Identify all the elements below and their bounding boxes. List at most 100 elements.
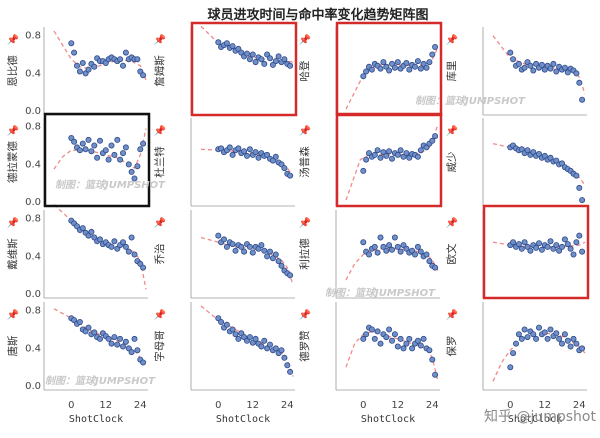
panel-1: 詹姆斯 📌: [153, 25, 295, 116]
data-point: [261, 60, 268, 67]
panel-6: 汤普森 📌: [298, 118, 440, 207]
data-point: [137, 146, 144, 153]
data-point: [275, 53, 282, 60]
x-axis-label: ShotClock: [216, 414, 270, 425]
pin-icon: 📌: [154, 124, 167, 137]
data-point: [226, 144, 233, 151]
data-point: [223, 243, 230, 250]
watermark-text: 制图：篮球JUMPSHOT: [325, 287, 436, 299]
data-point: [374, 328, 381, 335]
data-point: [564, 241, 571, 248]
data-point: [423, 64, 430, 71]
data-point: [510, 56, 517, 63]
data-point: [255, 154, 262, 161]
data-point: [510, 350, 517, 357]
data-point: [386, 242, 393, 249]
data-point: [88, 148, 95, 155]
data-point: [432, 264, 439, 271]
x-tick-label: 24: [134, 400, 147, 411]
data-point: [360, 73, 367, 80]
data-point: [544, 243, 551, 250]
data-point: [426, 347, 433, 354]
data-point: [120, 150, 127, 157]
watermark-text: 制图：篮球JUMPSHOT: [55, 179, 166, 191]
data-point: [403, 340, 410, 347]
data-point: [533, 335, 540, 342]
pin-icon: 📌: [299, 33, 312, 46]
data-point: [76, 318, 83, 325]
data-point: [287, 368, 294, 375]
data-point: [371, 151, 378, 158]
data-point: [417, 342, 424, 349]
data-point: [287, 62, 294, 69]
x-tick-label: 12: [246, 400, 259, 411]
y-tick-label: 0.4: [25, 251, 41, 262]
watermark-text: 制图：篮球JUMPSHOT: [415, 95, 526, 107]
data-point: [128, 349, 135, 356]
data-point: [391, 64, 398, 71]
data-point: [76, 147, 83, 154]
data-point: [360, 167, 367, 174]
data-point: [507, 364, 514, 371]
pin-icon: 📌: [154, 216, 167, 229]
highlight-frame: [335, 112, 443, 208]
data-point: [120, 343, 127, 350]
data-point: [550, 60, 557, 67]
data-point: [383, 152, 390, 159]
data-point: [394, 59, 401, 66]
player-name: 字母哥: [153, 330, 166, 362]
data-point: [252, 335, 259, 342]
pin-icon: 📌: [446, 33, 459, 46]
data-point: [386, 67, 393, 74]
data-point: [386, 326, 393, 333]
data-point: [429, 137, 436, 144]
data-point: [536, 240, 543, 247]
data-point: [229, 241, 236, 248]
data-point: [229, 326, 236, 333]
data-point: [261, 337, 268, 344]
data-point: [281, 354, 288, 361]
data-point: [573, 340, 580, 347]
player-name: 威少: [445, 152, 458, 173]
data-point: [414, 243, 421, 250]
data-point: [579, 248, 586, 255]
data-point: [573, 172, 580, 179]
panel-14: 德罗赞 📌 0 12 24 ShotClock: [298, 302, 440, 425]
data-point: [281, 56, 288, 63]
data-point: [223, 321, 230, 328]
data-point: [71, 49, 78, 56]
y-tick-label: 0.4: [25, 159, 41, 170]
player-name: 保罗: [445, 336, 458, 357]
data-point: [374, 147, 381, 154]
watermark-text: 制图：篮球JUMPSHOT: [45, 375, 156, 387]
data-point: [559, 340, 566, 347]
player-name: 戴维斯: [6, 238, 19, 270]
data-point: [125, 161, 132, 168]
data-point: [388, 155, 395, 162]
data-point: [530, 331, 537, 338]
panel-10: 利拉德 📌: [298, 210, 440, 299]
data-point: [105, 335, 112, 342]
data-point: [252, 149, 259, 156]
data-point: [235, 335, 242, 342]
data-point: [131, 175, 138, 182]
x-tick-label: 12: [99, 400, 112, 411]
data-point: [264, 253, 271, 260]
data-point: [547, 326, 554, 333]
data-point: [241, 248, 248, 255]
y-tick-label: 0.0: [25, 197, 41, 208]
data-point: [111, 334, 118, 341]
data-point: [140, 264, 147, 271]
data-point: [246, 146, 253, 153]
data-point: [397, 335, 404, 342]
data-point: [266, 341, 273, 348]
data-point: [71, 138, 78, 145]
data-point: [79, 225, 86, 232]
data-point: [360, 335, 367, 342]
panel-5: 杜兰特 📌: [153, 118, 295, 207]
pin-icon: 📌: [154, 33, 167, 46]
data-point: [394, 343, 401, 350]
data-point: [567, 245, 574, 252]
pin-icon: 📌: [7, 124, 20, 137]
